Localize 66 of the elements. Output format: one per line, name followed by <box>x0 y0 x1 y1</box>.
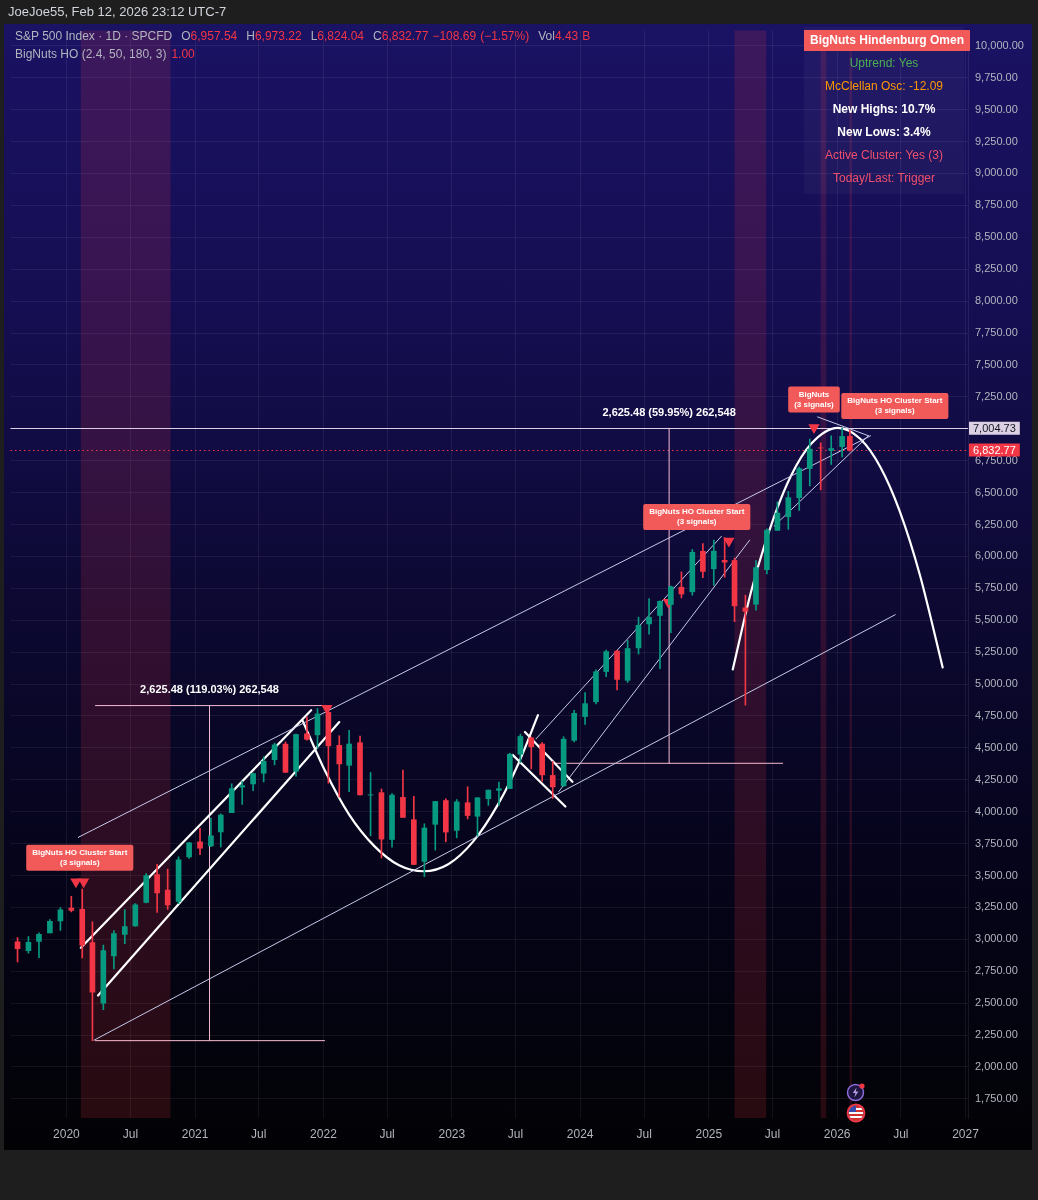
x-tick-label: Jul <box>893 1126 909 1141</box>
y-tick-label: 5,500.00 <box>975 613 1018 626</box>
y-tick-label: 9,000.00 <box>975 166 1018 179</box>
x-tick-label: Jul <box>636 1126 652 1141</box>
y-tick-label: 7,250.00 <box>975 389 1018 402</box>
x-tick-label: 2021 <box>181 1126 209 1141</box>
y-tick-label: 6,250.00 <box>975 517 1018 530</box>
y-tick-label: 6,000.00 <box>975 549 1018 562</box>
x-tick-label: Jul <box>507 1126 524 1141</box>
y-tick-label: 2,250.00 <box>975 1028 1018 1041</box>
y-tick-label: 2,000.00 <box>975 1059 1018 1072</box>
y-tick-label: 2,750.00 <box>975 964 1018 977</box>
y-tick-label: 5,000.00 <box>975 677 1018 690</box>
chart-title: S&P 500 Index · 1D · SPCFD <box>15 29 173 43</box>
annotation: Today/Last: Trigger <box>832 171 936 185</box>
annotation: 2,625.48 (59.95%) 262,548 <box>602 405 736 418</box>
y-tick-label: 4,500.00 <box>975 740 1018 753</box>
x-tick-label: Jul <box>122 1126 139 1141</box>
x-tick-label: 2025 <box>695 1126 723 1141</box>
x-tick-label: 2020 <box>53 1126 81 1141</box>
text: O6,957.54 H6,973.22 L6,824.04 C6,832.77 −108.69 (−1.57%) Vol4.43 B <box>181 29 591 43</box>
y-tick-label: 5,250.00 <box>975 645 1018 658</box>
annotation: BigNuts (3 signals) <box>794 389 835 409</box>
x-tick-label: Jul <box>379 1126 395 1141</box>
y-tick-label: 3,250.00 <box>975 900 1018 913</box>
annotation: New Lows: 3.4% <box>837 125 931 139</box>
annotation: Uptrend: Yes <box>849 56 919 70</box>
y-tick-label: 7,750.00 <box>975 326 1018 339</box>
y-tick-label: 4,750.00 <box>975 708 1018 721</box>
ref-line-label: 6,832.77 <box>973 443 1016 456</box>
y-tick-label: 9,500.00 <box>975 102 1018 115</box>
x-tick-label: Jul <box>764 1126 781 1141</box>
ref-line-label: 7,004.73 <box>973 421 1016 434</box>
y-tick-label: 4,250.00 <box>975 772 1018 785</box>
y-tick-label: 8,000.00 <box>975 294 1018 307</box>
y-tick-label: 8,750.00 <box>975 198 1018 211</box>
annotation: BigNuts HO Cluster Start (3 signals) <box>32 848 128 868</box>
annotation: BigNuts Hindenburg Omen <box>804 30 970 51</box>
x-tick-label: 2022 <box>310 1126 338 1141</box>
annotation: 2,625.48 (119.03%) 262,548 <box>140 683 279 696</box>
y-tick-label: 7,500.00 <box>975 357 1018 370</box>
annotation: New Highs: 10.7% <box>832 102 936 116</box>
y-tick-label: 10,000.00 <box>975 38 1024 51</box>
y-tick-label: 3,000.00 <box>975 932 1018 945</box>
x-tick-label: 2023 <box>438 1126 466 1141</box>
y-tick-label: 5,750.00 <box>975 581 1018 594</box>
x-tick-label: 2024 <box>566 1126 594 1141</box>
y-tick-label: 1,750.00 <box>975 1091 1018 1104</box>
annotation: McClellan Osc: -12.09 <box>824 79 944 93</box>
y-tick-label: 3,500.00 <box>975 868 1018 881</box>
y-tick-label: 4,000.00 <box>975 804 1018 817</box>
annotation: BigNuts HO (2.4, 50, 180, 3) 1.00 <box>15 47 195 61</box>
text: JoeJoe55, Feb 12, 2026 23:12 UTC-7 <box>8 4 227 20</box>
y-tick-label: 8,500.00 <box>975 230 1018 243</box>
y-tick-label: 6,500.00 <box>975 485 1018 498</box>
annotation: BigNuts HO Cluster Start (3 signals) <box>649 507 745 527</box>
x-tick-label: 2026 <box>823 1126 851 1141</box>
y-tick-label: 9,250.00 <box>975 134 1018 147</box>
annotation: Active Cluster: Yes (3) <box>824 148 944 162</box>
y-tick-label: 2,500.00 <box>975 996 1018 1009</box>
annotation: BigNuts HO Cluster Start (3 signals) <box>847 396 943 416</box>
y-tick-label: 3,750.00 <box>975 836 1018 849</box>
x-tick-label: Jul <box>251 1126 267 1141</box>
x-tick-label: 2027 <box>952 1126 980 1141</box>
y-tick-label: 9,750.00 <box>975 70 1018 83</box>
y-tick-label: 8,250.00 <box>975 262 1018 275</box>
